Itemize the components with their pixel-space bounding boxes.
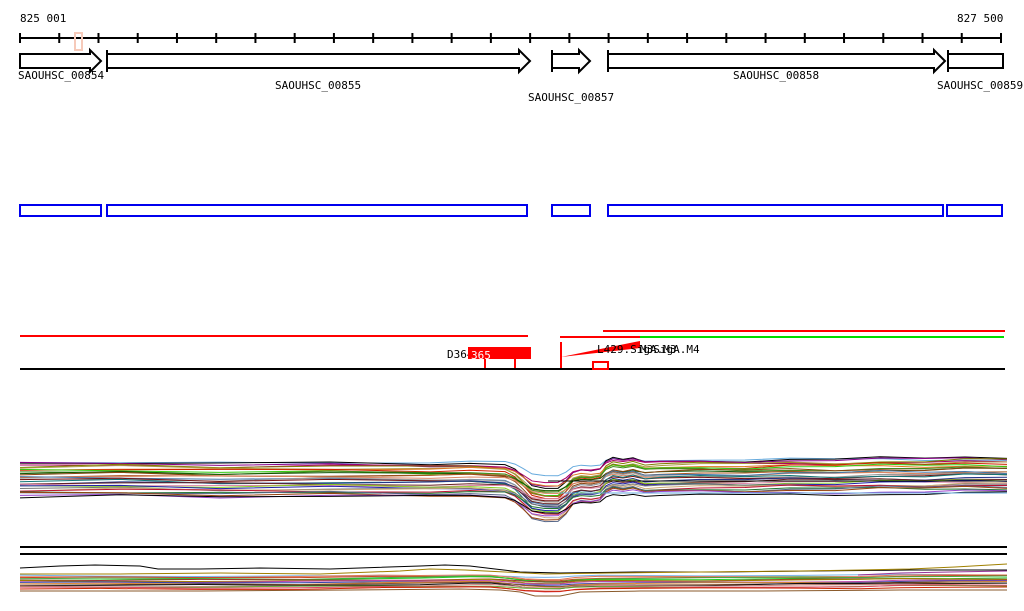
bottom-coverage-line: [19, 574, 1008, 581]
bottom-coverage-line: [19, 580, 1008, 586]
motif-label[interactable]: M3SigA.M4: [640, 343, 700, 356]
cds-box[interactable]: [946, 204, 1003, 217]
gene-label[interactable]: SAOUHSC_00857: [528, 91, 615, 104]
coverage-line: [19, 472, 1008, 503]
gene-arrow[interactable]: [106, 47, 532, 75]
coverage-line: [19, 484, 1008, 515]
selected-feature-box[interactable]: [468, 347, 531, 359]
gene-arrow[interactable]: [551, 47, 592, 75]
gene-label[interactable]: SAOUHSC_00858: [733, 69, 820, 82]
bottom-khaki-wave: [20, 563, 1008, 575]
tss-id-label[interactable]: D3640: [447, 348, 481, 361]
cds-box[interactable]: [106, 204, 528, 217]
coverage-line: [19, 491, 1008, 514]
coverage-line: [19, 462, 1008, 500]
bottom-brown-low-line: [20, 588, 1007, 597]
bottom-purple-right-line: [857, 570, 1008, 576]
ruler-start-coordinate: 825 001: [20, 12, 67, 25]
cds-box[interactable]: [551, 204, 591, 217]
gene-label[interactable]: SAOUHSC_00854: [18, 69, 105, 82]
tss-wedge: [561, 341, 640, 357]
ruler-end-coordinate: 827 500: [957, 12, 1004, 25]
gene-arrow[interactable]: [947, 53, 1004, 69]
coverage-line: [19, 465, 1008, 493]
cds-box[interactable]: [19, 204, 102, 217]
coverage-line: [19, 478, 1008, 505]
coverage-line: [19, 471, 1008, 495]
gene-arrow[interactable]: [607, 47, 947, 75]
motif-label[interactable]: L429.SigA.M3: [597, 343, 677, 356]
selected-feature-label[interactable]: 365: [471, 349, 491, 362]
coverage-line: [19, 457, 1008, 477]
coverage-line: [19, 479, 1008, 500]
bottom-coverage-line: [19, 579, 1008, 585]
gene-label[interactable]: SAOUHSC_00855: [275, 79, 362, 92]
bottom-coverage-line: [19, 586, 1008, 592]
coverage-line: [19, 485, 1008, 523]
bottom-black-wave: [19, 564, 1007, 574]
motif-outline-box[interactable]: [592, 361, 609, 370]
bottom-coverage-line: [19, 581, 1008, 588]
gene-label[interactable]: SAOUHSC_00859: [937, 79, 1024, 92]
bottom-coverage-line: [19, 578, 1008, 583]
cds-box[interactable]: [607, 204, 944, 217]
ruler-cursor[interactable]: [74, 32, 83, 51]
coverage-line: [19, 486, 1008, 510]
gene-arrow[interactable]: [19, 47, 103, 75]
